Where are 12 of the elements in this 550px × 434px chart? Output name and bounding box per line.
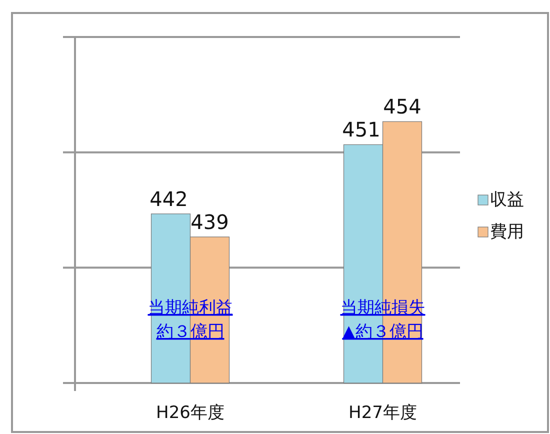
annotation: 当期純利益 xyxy=(148,298,233,318)
data-label: 454 xyxy=(383,94,422,119)
x-tick-label: H26年度 xyxy=(156,403,224,423)
x-tick-label: H27年度 xyxy=(348,403,417,423)
annotation: ▲約３億円 xyxy=(342,322,424,342)
data-label: 442 xyxy=(150,186,188,211)
data-label: 451 xyxy=(342,118,380,142)
data-label: 439 xyxy=(190,210,229,234)
annotation: 約３億円 xyxy=(156,322,224,342)
legend-label: 収益 xyxy=(490,190,524,210)
legend-label: 費用 xyxy=(490,222,524,242)
annotation: 当期純損失 xyxy=(340,298,426,318)
